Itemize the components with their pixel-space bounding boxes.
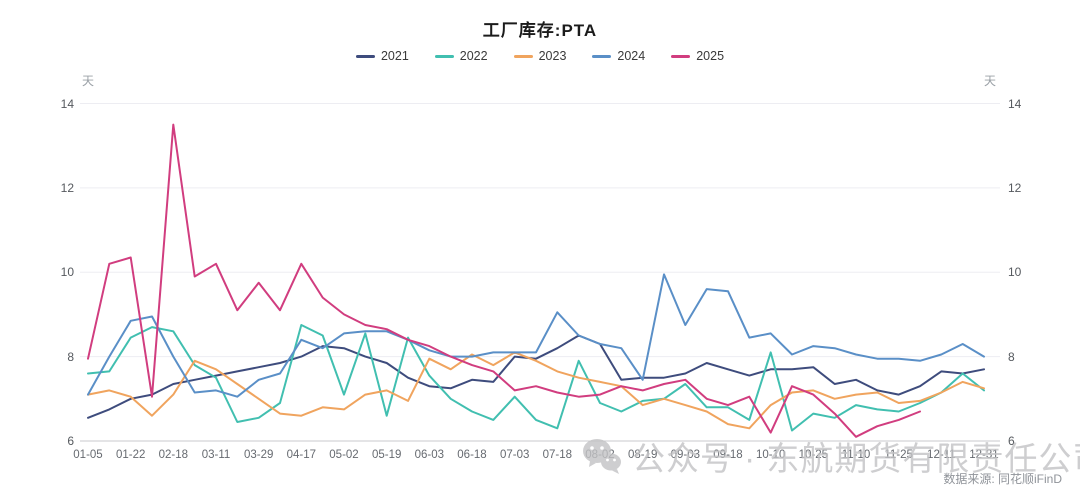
x-tick-03-11: 03-11 (201, 449, 231, 461)
x-tick-01-22: 01-22 (115, 449, 146, 461)
y-tick-left-14: 14 (60, 96, 74, 111)
y-tick-right-8: 8 (1008, 349, 1015, 364)
legend-label: 2025 (696, 49, 725, 63)
x-tick-09-18: 09-18 (713, 449, 743, 461)
x-tick-04-17: 04-17 (286, 449, 317, 461)
x-tick-09-03: 09-03 (670, 449, 701, 461)
legend-label: 2022 (459, 49, 488, 63)
legend-dash-icon (513, 54, 533, 58)
y-tick-left-6: 6 (67, 434, 74, 448)
y-tick-right-10: 10 (1008, 265, 1022, 280)
x-tick-08-19: 08-19 (627, 449, 658, 461)
series-line-2022 (87, 324, 985, 432)
data-source: 数据来源: 同花顺iFinD (943, 472, 1062, 486)
legend-item-2023[interactable]: 2023 (513, 49, 567, 63)
series-line-2023 (87, 351, 985, 430)
x-tick-06-03: 06-03 (414, 449, 445, 461)
legend-label: 2024 (617, 49, 646, 63)
series-line-2025 (87, 123, 921, 438)
chart-title: 工厂库存:PTA (482, 21, 598, 40)
y-axis-unit-right: 天 (984, 74, 997, 88)
legend-item-2022[interactable]: 2022 (434, 49, 488, 63)
x-tick-11-10: 11-10 (841, 449, 871, 461)
x-tick-10-25: 10-25 (798, 449, 829, 461)
legend-label: 2021 (380, 49, 409, 63)
legend-label: 2023 (538, 49, 567, 63)
legend-item-2024[interactable]: 2024 (592, 49, 645, 63)
y-tick-right-12: 12 (1008, 180, 1022, 195)
x-tick-11-25: 11-25 (884, 449, 913, 461)
x-tick-07-03: 07-03 (499, 449, 530, 461)
x-tick-12-11: 12-11 (927, 449, 956, 461)
legend-item-2021[interactable]: 2021 (355, 49, 409, 63)
y-tick-right-6: 6 (1008, 434, 1015, 448)
x-tick-10-10: 10-10 (755, 449, 786, 461)
x-tick-01-05: 01-05 (73, 449, 103, 461)
x-tick-06-18: 06-18 (457, 449, 487, 461)
legend-item-2025[interactable]: 2025 (671, 49, 724, 63)
legend-dash-icon (592, 54, 612, 58)
y-tick-left-8: 8 (67, 349, 74, 364)
x-tick-03-29: 03-29 (243, 449, 274, 461)
y-tick-left-12: 12 (60, 180, 74, 195)
x-tick-07-18: 07-18 (542, 449, 573, 461)
series-line-2021 (87, 334, 985, 419)
x-tick-02-18: 02-18 (158, 449, 189, 461)
legend-dash-icon (671, 54, 691, 58)
legend-dash-icon (355, 54, 375, 58)
legend: 2021 2022 2023 2024 2025 (0, 49, 1080, 63)
x-tick-12-31: 12-31 (969, 449, 999, 461)
legend-dash-icon (434, 54, 454, 58)
series-line-2024 (87, 273, 985, 398)
x-tick-05-02: 05-02 (329, 449, 359, 461)
y-tick-right-14: 14 (1008, 96, 1022, 111)
y-axis-unit-left: 天 (82, 74, 95, 88)
y-tick-left-10: 10 (60, 265, 74, 280)
x-tick-08-02: 08-02 (585, 449, 615, 461)
x-tick-05-19: 05-19 (371, 449, 402, 461)
